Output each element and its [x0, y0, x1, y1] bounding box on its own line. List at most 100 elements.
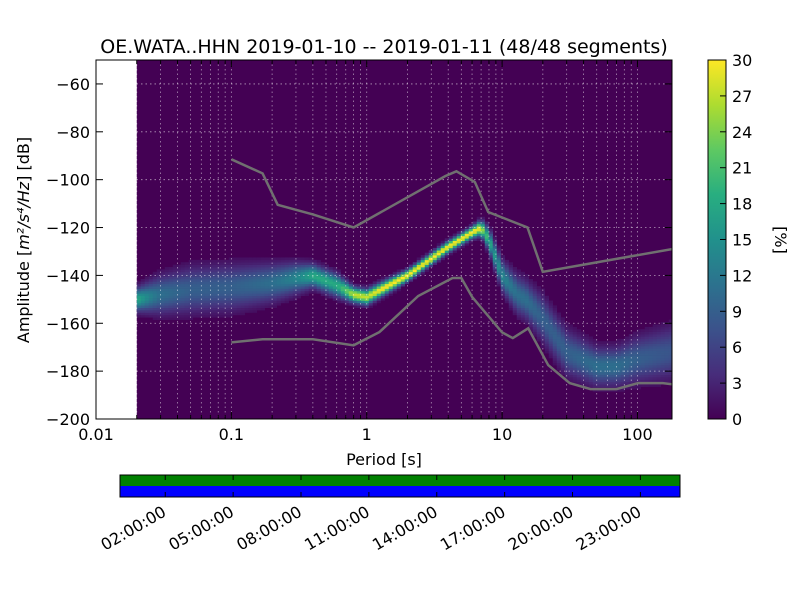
- heatmap-cell: [192, 300, 198, 304]
- heatmap-cell: [640, 374, 646, 378]
- heatmap-cell: [148, 281, 154, 285]
- heatmap-cell: [340, 274, 346, 277]
- heatmap-cell: [300, 290, 306, 294]
- heatmap-cell: [476, 231, 482, 234]
- heatmap-cell: [200, 276, 206, 280]
- heatmap-cell: [412, 264, 418, 268]
- heatmap-cell: [460, 240, 466, 244]
- heatmap-cell: [264, 300, 270, 304]
- heatmap-cell: [172, 271, 178, 275]
- heatmap-cell: [296, 295, 302, 299]
- heatmap-cell: [552, 329, 558, 332]
- heatmap-cell: [544, 307, 550, 311]
- heatmap-cell: [556, 365, 562, 368]
- heatmap-cell: [168, 298, 174, 301]
- heatmap-cell: [352, 290, 358, 294]
- heatmap-cell: [164, 305, 170, 309]
- heatmap-cell: [536, 324, 542, 328]
- heatmap-cell: [500, 288, 506, 292]
- heatmap-cell: [172, 307, 178, 311]
- heatmap-cell: [660, 377, 666, 380]
- heatmap-cell: [636, 374, 642, 378]
- heatmap-cell: [656, 377, 662, 380]
- heatmap-cell: [208, 267, 214, 270]
- heatmap-cell: [436, 257, 442, 261]
- heatmap-cell: [476, 216, 482, 220]
- heatmap-cell: [580, 367, 586, 371]
- heatmap-cell: [164, 312, 170, 316]
- heatmap-cell: [532, 298, 538, 301]
- heatmap-cell: [320, 290, 326, 294]
- heatmap-cell: [600, 362, 606, 366]
- heatmap-cell: [544, 331, 550, 335]
- heatmap-cell: [172, 278, 178, 282]
- heatmap-cell: [508, 300, 514, 304]
- heatmap-cell: [168, 310, 174, 313]
- heatmap-cell: [156, 290, 162, 294]
- heatmap-cell: [188, 290, 194, 294]
- plot-frame: [95, 59, 673, 420]
- heatmap-cell: [148, 300, 154, 304]
- heatmap-cell: [668, 367, 672, 371]
- heatmap-cell: [556, 314, 562, 318]
- heatmap-cell: [396, 278, 402, 282]
- heatmap-cell: [484, 226, 490, 230]
- heatmap-cell: [560, 343, 566, 347]
- heatmap-cell: [588, 381, 594, 385]
- heatmap-cell: [208, 271, 214, 275]
- heatmap-cell: [204, 307, 210, 311]
- heatmap-cell: [212, 276, 218, 280]
- heatmap-cell: [216, 295, 222, 299]
- heatmap-cell: [440, 247, 446, 251]
- heatmap-cell: [572, 334, 578, 337]
- heatmap-cell: [592, 357, 598, 361]
- heatmap-cell: [352, 286, 358, 289]
- heatmap-cell: [288, 271, 294, 275]
- heatmap-cell: [184, 300, 190, 304]
- heatmap-cell: [664, 336, 670, 340]
- heatmap-cell: [380, 288, 386, 292]
- heatmap-cell: [152, 295, 158, 299]
- heatmap-cell: [308, 269, 314, 273]
- heatmap-cell: [172, 283, 178, 287]
- heatmap-cell: [456, 231, 462, 234]
- heatmap-cell: [564, 350, 570, 354]
- heatmap-cell: [184, 290, 190, 294]
- heatmap-cell: [616, 384, 622, 387]
- heatmap-cell: [596, 346, 602, 349]
- heatmap-cell: [484, 243, 490, 246]
- heatmap-cell: [556, 312, 562, 316]
- heatmap-cell: [516, 283, 522, 287]
- heatmap-cell: [488, 259, 494, 263]
- heatmap-cell: [500, 264, 506, 268]
- heatmap-cell: [444, 243, 450, 246]
- heatmap-cell: [300, 283, 306, 287]
- heatmap-cell: [200, 310, 206, 313]
- heatmap-cell: [648, 329, 654, 332]
- heatmap-cell: [232, 295, 238, 299]
- heatmap-cell: [296, 262, 302, 265]
- heatmap-cell: [572, 365, 578, 368]
- heatmap-cell: [256, 286, 262, 289]
- heatmap-cell: [200, 283, 206, 287]
- heatmap-cell: [180, 288, 186, 292]
- heatmap-cell: [212, 307, 218, 311]
- heatmap-cell: [264, 274, 270, 277]
- heatmap-cell: [432, 252, 438, 256]
- heatmap-cell: [588, 377, 594, 380]
- heatmap-cell: [196, 300, 202, 304]
- heatmap-cell: [532, 312, 538, 316]
- heatmap-cell: [148, 305, 154, 309]
- heatmap-cell: [596, 348, 602, 352]
- heatmap-cell: [232, 293, 238, 297]
- heatmap-cell: [468, 228, 474, 232]
- heatmap-cell: [552, 360, 558, 364]
- heatmap-cell: [576, 362, 582, 366]
- heatmap-cell: [504, 269, 510, 273]
- heatmap-cell: [244, 269, 250, 273]
- heatmap-cell: [340, 276, 346, 280]
- heatmap-cell: [660, 362, 666, 366]
- heatmap-cell: [140, 286, 146, 289]
- heatmap-cell: [372, 293, 378, 297]
- heatmap-cell: [592, 377, 598, 380]
